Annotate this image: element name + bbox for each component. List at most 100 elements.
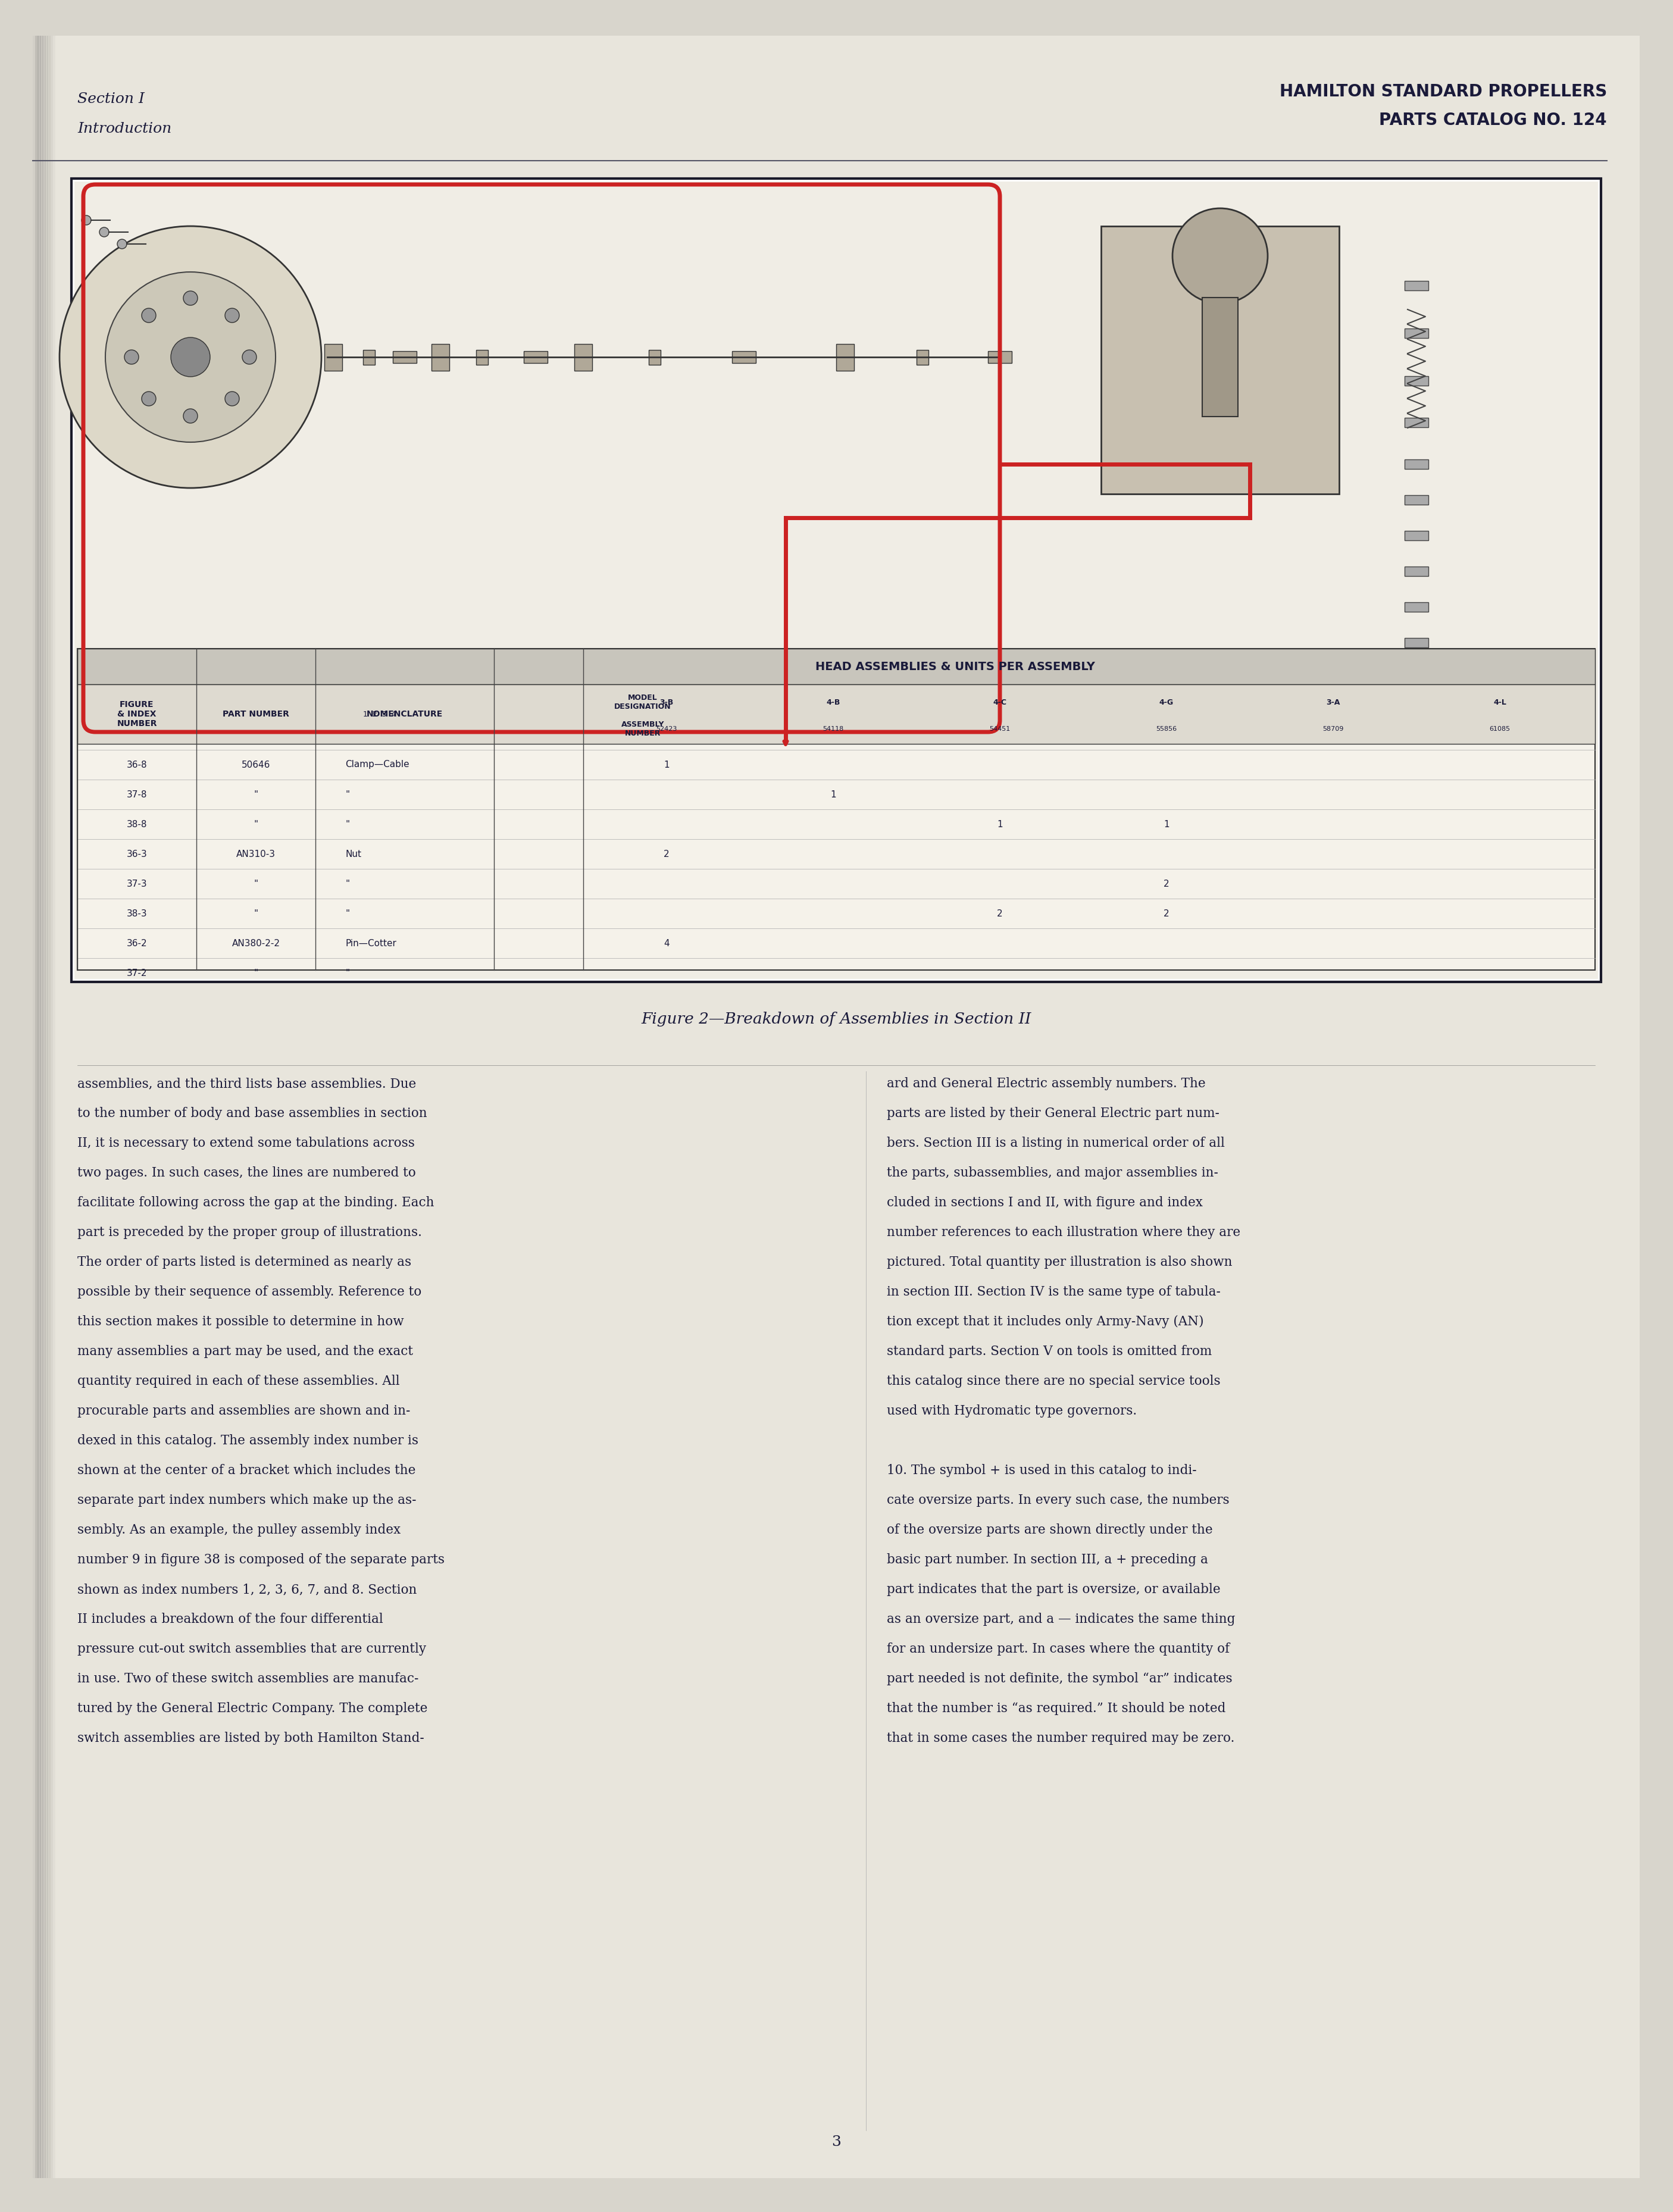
Text: ard and General Electric assembly numbers. The: ard and General Electric assembly number… xyxy=(887,1077,1206,1091)
Text: 10. The symbol + is used in this catalog to indi-: 10. The symbol + is used in this catalog… xyxy=(887,1464,1196,1478)
Text: of the oversize parts are shown directly under the: of the oversize parts are shown directly… xyxy=(887,1524,1213,1537)
Text: number references to each illustration where they are: number references to each illustration w… xyxy=(887,1225,1240,1239)
Bar xyxy=(37,35,43,2179)
Text: pressure cut-out switch assemblies that are currently: pressure cut-out switch assemblies that … xyxy=(77,1644,427,1655)
Text: 1: 1 xyxy=(1164,821,1169,830)
Text: pictured. Total quantity per illustration is also shown: pictured. Total quantity per illustratio… xyxy=(887,1256,1233,1270)
Text: 4-C: 4-C xyxy=(994,699,1007,706)
Text: 4-L: 4-L xyxy=(1494,699,1506,706)
Bar xyxy=(33,35,38,2179)
Text: dexed in this catalog. The assembly index number is: dexed in this catalog. The assembly inde… xyxy=(77,1433,418,1447)
Bar xyxy=(40,35,45,2179)
Text: in use. Two of these switch assemblies are manufac-: in use. Two of these switch assemblies a… xyxy=(77,1672,418,1686)
Text: HAMILTON STANDARD PROPELLERS: HAMILTON STANDARD PROPELLERS xyxy=(1280,84,1608,100)
Text: HEAD ASSEMBLIES & UNITS PER ASSEMBLY: HEAD ASSEMBLIES & UNITS PER ASSEMBLY xyxy=(815,661,1096,672)
Text: standard parts. Section V on tools is omitted from: standard parts. Section V on tools is om… xyxy=(887,1345,1211,1358)
Text: Section I: Section I xyxy=(77,93,144,106)
Text: 37-3: 37-3 xyxy=(127,878,147,889)
Bar xyxy=(325,345,343,372)
Bar xyxy=(72,179,1601,982)
Text: 61085: 61085 xyxy=(1489,726,1511,732)
Circle shape xyxy=(224,307,239,323)
Text: 3-A: 3-A xyxy=(1327,699,1340,706)
Text: 4: 4 xyxy=(664,938,669,947)
Text: 54451: 54451 xyxy=(989,726,1010,732)
Bar xyxy=(1101,226,1338,493)
Bar xyxy=(836,345,853,372)
Text: 58709: 58709 xyxy=(1323,726,1343,732)
Text: 2: 2 xyxy=(997,909,1002,918)
Text: parts are listed by their General Electric part num-: parts are listed by their General Electr… xyxy=(887,1106,1220,1119)
Text: part needed is not definite, the symbol “ar” indicates: part needed is not definite, the symbol … xyxy=(887,1672,1233,1686)
Bar xyxy=(47,35,54,2179)
Text: for an undersize part. In cases where the quantity of: for an undersize part. In cases where th… xyxy=(887,1644,1230,1655)
Text: part is preceded by the proper group of illustrations.: part is preceded by the proper group of … xyxy=(77,1225,422,1239)
Text: to the number of body and base assemblies in section: to the number of body and base assemblie… xyxy=(77,1106,427,1119)
Circle shape xyxy=(82,215,90,226)
Circle shape xyxy=(124,349,139,365)
Text: II includes a breakdown of the four differential: II includes a breakdown of the four diff… xyxy=(77,1613,383,1626)
Text: ": " xyxy=(345,969,350,978)
Text: 36-3: 36-3 xyxy=(127,849,147,858)
Text: 36-2: 36-2 xyxy=(127,938,147,947)
Bar xyxy=(1405,418,1429,427)
Text: PART NUMBER: PART NUMBER xyxy=(223,710,289,719)
Text: 2: 2 xyxy=(1164,878,1169,889)
Text: 1: 1 xyxy=(664,761,669,770)
Bar xyxy=(74,181,1598,980)
Text: ": " xyxy=(345,878,350,889)
Text: ": " xyxy=(254,909,258,918)
Circle shape xyxy=(99,228,109,237)
Text: ": " xyxy=(254,969,258,978)
Text: ": " xyxy=(254,878,258,889)
Text: 4-G: 4-G xyxy=(1159,699,1174,706)
Text: II, it is necessary to extend some tabulations across: II, it is necessary to extend some tabul… xyxy=(77,1137,415,1150)
Bar xyxy=(77,648,1594,971)
Text: 38-3: 38-3 xyxy=(127,909,147,918)
Bar xyxy=(1405,602,1429,613)
Text: 36-8: 36-8 xyxy=(127,761,147,770)
Bar xyxy=(649,349,661,365)
Text: 38-8: 38-8 xyxy=(127,821,147,830)
Text: tion except that it includes only Army-Navy (AN): tion except that it includes only Army-N… xyxy=(887,1316,1205,1329)
Text: part indicates that the part is oversize, or available: part indicates that the part is oversize… xyxy=(887,1584,1221,1597)
Text: procurable parts and assemblies are shown and in-: procurable parts and assemblies are show… xyxy=(77,1405,410,1418)
Circle shape xyxy=(184,409,197,422)
Circle shape xyxy=(142,392,156,405)
Text: ": " xyxy=(345,790,350,799)
Text: 1  2  3  4: 1 2 3 4 xyxy=(363,710,397,719)
Text: shown as index numbers 1, 2, 3, 6, 7, and 8. Section: shown as index numbers 1, 2, 3, 6, 7, an… xyxy=(77,1584,417,1597)
Text: ASSEMBLY
NUMBER: ASSEMBLY NUMBER xyxy=(621,721,664,737)
Bar xyxy=(42,35,49,2179)
Text: Figure 2—Breakdown of Assemblies in Section II: Figure 2—Breakdown of Assemblies in Sect… xyxy=(641,1011,1032,1026)
Text: basic part number. In section III, a + preceding a: basic part number. In section III, a + p… xyxy=(887,1553,1208,1566)
Bar xyxy=(77,684,1594,743)
Text: Clamp—Cable: Clamp—Cable xyxy=(345,761,410,770)
Text: FIGURE
& INDEX
NUMBER: FIGURE & INDEX NUMBER xyxy=(117,701,157,728)
Text: Introduction: Introduction xyxy=(77,122,172,135)
Text: ": " xyxy=(254,821,258,830)
Circle shape xyxy=(142,307,156,323)
Text: the parts, subassemblies, and major assemblies in-: the parts, subassemblies, and major asse… xyxy=(887,1166,1218,1179)
Circle shape xyxy=(224,392,239,405)
Text: 1: 1 xyxy=(830,790,836,799)
Text: The order of parts listed is determined as nearly as: The order of parts listed is determined … xyxy=(77,1256,412,1270)
Circle shape xyxy=(171,338,211,376)
Text: AN380-2-2: AN380-2-2 xyxy=(233,938,279,947)
Text: in section III. Section IV is the same type of tabula-: in section III. Section IV is the same t… xyxy=(887,1285,1221,1298)
Text: sembly. As an example, the pulley assembly index: sembly. As an example, the pulley assemb… xyxy=(77,1524,400,1537)
Text: possible by their sequence of assembly. Reference to: possible by their sequence of assembly. … xyxy=(77,1285,422,1298)
Bar xyxy=(989,352,1012,363)
Text: that in some cases the number required may be zero.: that in some cases the number required m… xyxy=(887,1732,1235,1745)
Text: 3: 3 xyxy=(831,2135,842,2150)
Text: AN310-3: AN310-3 xyxy=(236,849,276,858)
Bar xyxy=(432,345,450,372)
Bar xyxy=(35,35,42,2179)
Text: 54118: 54118 xyxy=(823,726,843,732)
Text: many assemblies a part may be used, and the exact: many assemblies a part may be used, and … xyxy=(77,1345,413,1358)
Text: this catalog since there are no special service tools: this catalog since there are no special … xyxy=(887,1374,1221,1387)
Bar xyxy=(77,648,1594,684)
Text: number 9 in figure 38 is composed of the separate parts: number 9 in figure 38 is composed of the… xyxy=(77,1553,445,1566)
Text: shown at the center of a bracket which includes the: shown at the center of a bracket which i… xyxy=(77,1464,415,1478)
Bar xyxy=(393,352,417,363)
